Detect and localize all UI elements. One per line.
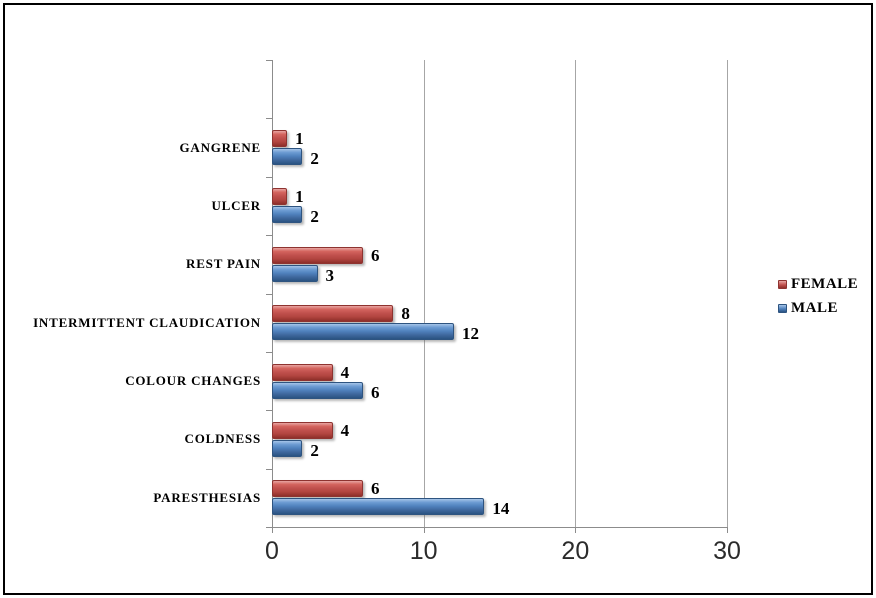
legend-item-female: FEMALE [778, 276, 858, 293]
x-axis-tick [272, 527, 273, 533]
bar-female-colour-changes [272, 363, 333, 381]
legend: FEMALE MALE [778, 276, 858, 324]
value-label-male: 12 [462, 324, 479, 344]
female-legend-marker-icon [778, 280, 787, 289]
x-axis-tick [575, 527, 577, 533]
bar-female-paresthesias [272, 480, 363, 498]
y-axis-tick [266, 60, 272, 61]
category-label: ULCER [211, 197, 261, 213]
bar-female-coldness [272, 421, 333, 439]
value-label-male: 2 [310, 207, 319, 227]
value-label-female: 6 [371, 479, 380, 499]
value-label-male: 14 [492, 499, 510, 519]
x-axis-tick-label: 10 [409, 537, 438, 565]
male-legend-marker-icon [778, 304, 787, 313]
x-axis-tick [423, 527, 425, 533]
y-axis-tick [266, 351, 272, 353]
bar-male-paresthesias [272, 498, 485, 516]
category-label: INTERMITTENT CLAUDICATION [33, 314, 261, 330]
value-label-male: 2 [310, 440, 319, 460]
value-label-female: 1 [295, 187, 304, 207]
legend-label-male: MALE [791, 300, 838, 316]
y-axis-tick [266, 410, 272, 412]
legend-label-female: FEMALE [791, 276, 859, 292]
y-axis-tick [266, 176, 272, 178]
x-axis-tick [727, 527, 728, 533]
y-axis-tick [266, 527, 272, 528]
bar-female-rest-pain [272, 246, 363, 264]
bar-male-coldness [272, 439, 303, 457]
category-label: REST PAIN [186, 256, 261, 272]
x-gridline [727, 60, 728, 527]
y-axis-tick [266, 118, 272, 120]
bar-female-intermittent-claudication [272, 305, 394, 323]
bar-male-ulcer [272, 206, 303, 224]
value-label-male: 6 [371, 382, 380, 402]
bar-male-gangrene [272, 148, 303, 166]
value-label-female: 8 [401, 304, 410, 324]
category-label: PARESTHESIAS [153, 489, 261, 505]
value-label-female: 4 [340, 362, 350, 382]
bar-male-colour-changes [272, 381, 363, 399]
value-label-female: 1 [295, 129, 304, 149]
bar-female-ulcer [272, 188, 288, 206]
value-label-male: 2 [310, 149, 319, 169]
category-label: COLDNESS [184, 431, 261, 447]
value-label-male: 3 [325, 265, 335, 285]
bar-male-rest-pain [272, 264, 318, 282]
value-label-female: 6 [371, 245, 380, 265]
x-gridline [575, 60, 577, 527]
x-gridline [423, 60, 425, 527]
x-axis-tick-label: 30 [713, 537, 741, 565]
y-axis-tick [266, 293, 272, 295]
value-label-female: 4 [340, 420, 350, 440]
y-axis-line [272, 60, 273, 527]
category-label: COLOUR CHANGES [125, 373, 261, 389]
legend-item-male: MALE [778, 300, 858, 317]
x-axis-tick-label: 20 [561, 537, 590, 565]
x-axis-tick-label: 0 [265, 537, 279, 565]
bar-male-intermittent-claudication [272, 323, 454, 341]
x-axis-line [272, 527, 728, 528]
y-axis-tick [266, 235, 272, 237]
bar-female-gangrene [272, 130, 288, 148]
y-axis-tick [266, 468, 272, 470]
category-label: GANGRENE [179, 139, 261, 155]
